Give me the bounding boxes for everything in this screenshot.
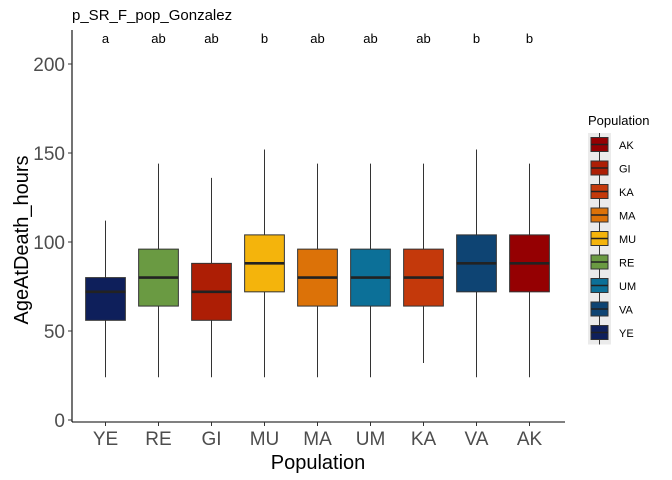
legend-label: VA [619,305,634,317]
x-tick-label: MA [303,429,332,450]
box-re [138,163,179,378]
box-body [85,277,126,321]
significance-letter: b [526,31,533,46]
legend: Population AK GI KA MA MU RE UM VA YE [588,113,649,345]
chart-title: p_SR_F_pop_Gonzalez [72,7,232,24]
legend-title: Population [588,113,649,128]
y-tick-label: 100 [33,233,65,254]
legend-item-um: UM [588,274,636,298]
legend-item-ka: KA [588,180,634,204]
x-tick-label: MU [250,429,280,450]
y-tick-label: 0 [54,411,65,432]
legend-item-mu: MU [588,227,636,251]
significance-letter: b [261,31,268,46]
x-tick-label: KA [411,429,437,450]
box-um [350,163,391,378]
legend-item-ak: AK [588,133,634,157]
legend-label: MU [619,234,636,246]
legend-item-gi: GI [588,156,631,180]
axes: 0 50 100 150 200 YE RE GI MU MA UM KA VA AK [33,55,542,450]
box-gi [191,177,232,378]
significance-letter: ab [310,31,324,46]
legend-item-va: VA [588,297,634,321]
x-tick-label: RE [145,429,171,450]
significance-letter: a [102,31,110,46]
legend-label: RE [619,258,634,270]
legend-label: UM [619,281,636,293]
x-tick-label: VA [465,429,489,450]
x-tick-label: UM [356,429,386,450]
significance-letter: ab [363,31,377,46]
box-ma [297,163,338,378]
significance-letter: ab [151,31,165,46]
legend-label: GI [619,164,631,176]
legend-label: KA [619,187,634,199]
x-axis-title: Population [271,452,366,474]
y-tick-label: 50 [44,322,65,343]
x-tick-label: AK [517,429,543,450]
box-ak [509,163,550,378]
y-axis-title: AgeAtDeath_hours [11,155,33,324]
significance-letter: ab [204,31,218,46]
x-tick-label: GI [201,429,221,450]
box-ka [403,163,444,364]
box-va [456,149,497,378]
significance-letter: ab [416,31,430,46]
legend-label: AK [619,140,634,152]
legend-item-re: RE [588,250,634,274]
y-tick-label: 150 [33,144,65,165]
box-ye [85,220,126,378]
significance-letter: b [473,31,480,46]
box-mu [244,149,285,378]
legend-item-ye: YE [588,321,634,345]
x-tick-label: YE [93,429,118,450]
plot-area: a ab ab b ab ab ab b b [85,31,550,378]
legend-label: MA [619,211,636,223]
legend-item-ma: MA [588,203,636,227]
y-tick-label: 200 [33,55,65,76]
legend-label: YE [619,328,634,340]
